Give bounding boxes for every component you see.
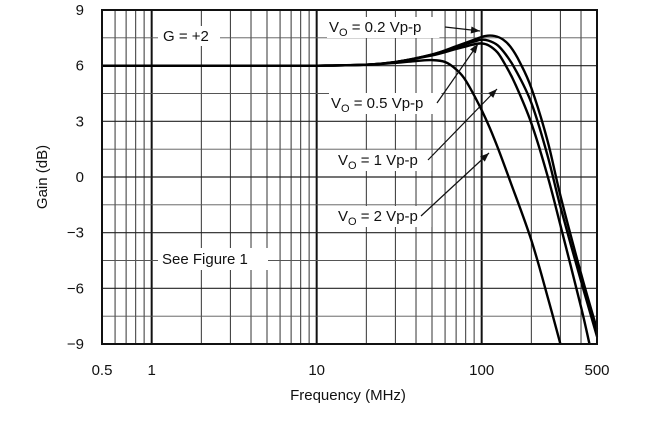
series-labels: VO = 0.2 Vp-p VO = 0.5 Vp-p VO = 1 Vp-p VO … [327, 17, 442, 228]
y-tick-label: 9 [76, 2, 84, 19]
y-tick-label: −6 [67, 280, 84, 297]
label-arrowhead [469, 44, 478, 54]
annotation-see-figure: See Figure 1 [162, 251, 248, 268]
series-label-bg [336, 150, 432, 171]
label-arrowhead [470, 26, 480, 34]
y-tick-label: 6 [76, 58, 84, 75]
series-label-1: VO = 0.5 Vp-p [331, 95, 423, 115]
series-line-2 [101, 42, 591, 345]
series-label-bg [327, 17, 440, 38]
series-label-3: VO = 2 Vp-p [338, 208, 418, 228]
series-line-1 [101, 38, 599, 337]
annotation-bg-figure [158, 248, 268, 270]
label-arrowhead [480, 153, 489, 162]
annotation-bg-gain [158, 26, 220, 46]
series-label-0: VO = 0.2 Vp-p [329, 19, 421, 39]
label-arrow-line [427, 88, 498, 161]
grid [102, 10, 597, 344]
x-tick-label: 1 [147, 362, 155, 379]
series-label-bg [329, 93, 442, 114]
y-tick-label: 3 [76, 113, 84, 130]
series-line-3 [101, 58, 562, 345]
x-tick-label: 500 [584, 362, 609, 379]
series-line-0 [101, 34, 599, 330]
annotation-gain: G = +2 [163, 28, 209, 45]
x-tick-label: 0.5 [92, 362, 113, 379]
x-axis-title: Frequency (MHz) [290, 387, 406, 404]
y-tick-label: −3 [67, 225, 84, 242]
series-label-2: VO = 1 Vp-p [338, 152, 418, 172]
label-arrow-line [420, 152, 490, 217]
curves [101, 34, 599, 345]
y-axis-title: Gain (dB) [34, 145, 51, 209]
x-tick-label: 10 [308, 362, 325, 379]
label-arrows [420, 26, 498, 217]
label-arrow-line [436, 43, 479, 104]
y-tick-label: 0 [76, 169, 84, 186]
x-tick-label: 100 [469, 362, 494, 379]
tick-labels: 0.5 1 10 100 500 9 6 3 0 −3 −6 −9 [67, 2, 610, 379]
series-label-bg [336, 206, 432, 227]
y-tick-label: −9 [67, 336, 84, 353]
plot-frame [101, 9, 598, 345]
label-arrowhead [488, 89, 497, 98]
